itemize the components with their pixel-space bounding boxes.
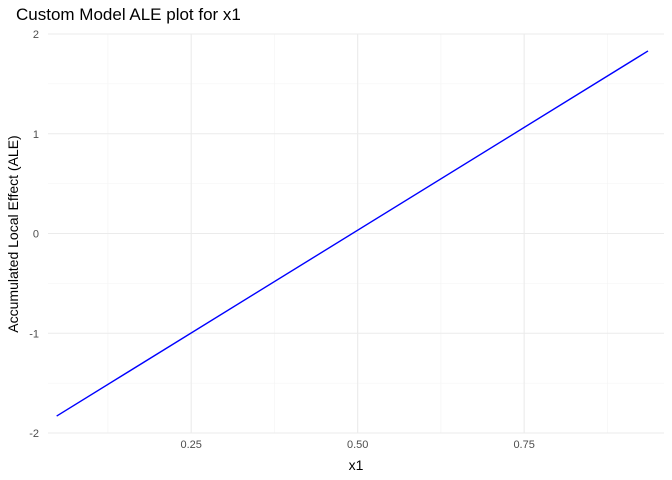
y-tick-label-2: 0 (33, 229, 39, 241)
major-gridlines (48, 33, 664, 434)
y-tick-label-0: -2 (29, 428, 39, 440)
y-tick-label-1: -1 (29, 328, 39, 340)
x-tick-labels: 0.25 0.50 0.75 (180, 439, 534, 451)
y-tick-label-4: 2 (33, 29, 39, 41)
x-tick-label-2: 0.75 (513, 439, 534, 451)
x-tick-label-0: 0.25 (180, 439, 201, 451)
x-tick-label-1: 0.50 (347, 439, 368, 451)
minor-gridlines (48, 34, 664, 433)
y-axis-title: Accumulated Local Effect (ALE) (5, 135, 21, 332)
x-axis-title: x1 (349, 457, 364, 473)
y-tick-labels: -2 -1 0 1 2 (29, 29, 39, 440)
series-line-0 (56, 50, 649, 417)
series-layer (56, 50, 649, 417)
y-tick-label-3: 1 (33, 129, 39, 141)
chart-title: Custom Model ALE plot for x1 (16, 5, 241, 24)
